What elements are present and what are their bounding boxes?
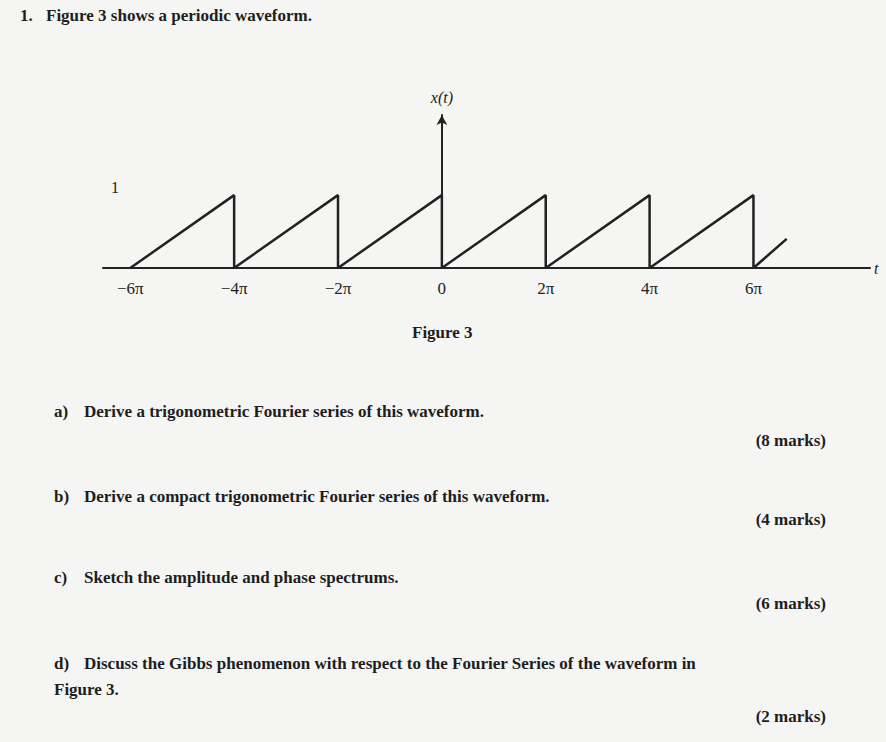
html-text:(2 marks): (2 marks) bbox=[755, 707, 826, 726]
svg-text:2π: 2π bbox=[537, 279, 555, 298]
html-text:Figure 3: Figure 3 bbox=[412, 323, 473, 342]
html-text:(4 marks): (4 marks) bbox=[755, 510, 826, 529]
svg-text:4π: 4π bbox=[641, 279, 659, 298]
svg-text:1: 1 bbox=[111, 179, 119, 196]
html-text:b): b) bbox=[54, 487, 70, 506]
html-text:1.: 1. bbox=[20, 6, 33, 25]
html-text:Sketch the amplitude and phase: Sketch the amplitude and phase spectrums… bbox=[84, 568, 399, 587]
svg-text:6π: 6π bbox=[745, 279, 763, 298]
html-text:(8 marks): (8 marks) bbox=[755, 431, 826, 450]
html-text:d): d) bbox=[54, 654, 70, 673]
html-text:Derive a compact trigonometric: Derive a compact trigonometric Fourier s… bbox=[84, 487, 550, 506]
html-text:c): c) bbox=[54, 568, 68, 587]
svg-text:0: 0 bbox=[438, 279, 447, 298]
html-text:Discuss the Gibbs phenomenon w: Discuss the Gibbs phenomenon with respec… bbox=[84, 654, 696, 673]
html-text:Derive a trigonometric Fourier: Derive a trigonometric Fourier series of… bbox=[84, 402, 484, 421]
svg-text:−2π: −2π bbox=[325, 279, 352, 298]
html-text:Figure 3 shows a periodic wave: Figure 3 shows a periodic waveform. bbox=[46, 6, 312, 25]
svg-text:t: t bbox=[874, 260, 879, 277]
svg-text:−6π: −6π bbox=[117, 279, 144, 298]
svg-text:−4π: −4π bbox=[221, 279, 248, 298]
html-text:(6 marks): (6 marks) bbox=[755, 594, 826, 613]
html-text:a): a) bbox=[54, 402, 69, 421]
html-text:Figure 3.: Figure 3. bbox=[54, 680, 119, 699]
svg-text:x(t): x(t) bbox=[430, 89, 453, 107]
